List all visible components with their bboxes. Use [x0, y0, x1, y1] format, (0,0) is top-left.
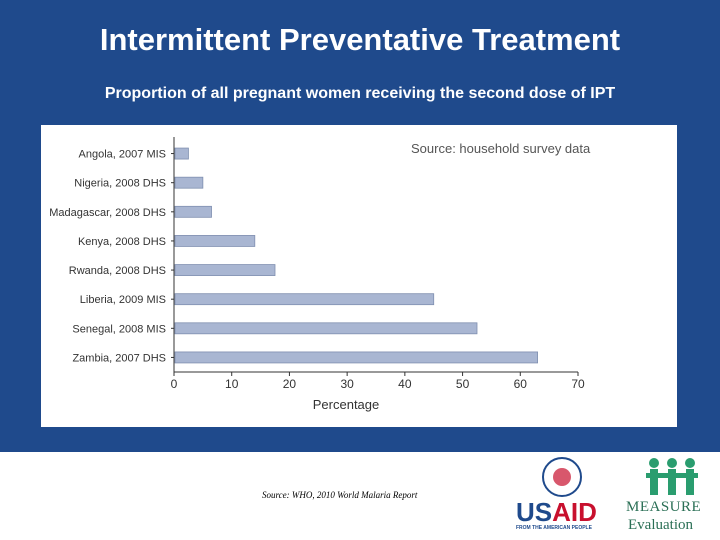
category-label: Kenya, 2008 DHS — [78, 236, 166, 248]
x-tick-label: 20 — [283, 377, 297, 391]
chart-annotation: Source: household survey data — [411, 141, 591, 156]
category-label: Nigeria, 2008 DHS — [74, 178, 166, 190]
x-tick-label: 10 — [225, 377, 239, 391]
bar — [174, 176, 204, 189]
bar — [174, 264, 276, 276]
x-tick-label: 60 — [514, 377, 528, 391]
category-label: Senegal, 2008 MIS — [72, 323, 166, 335]
slide-subtitle: Proportion of all pregnant women receivi… — [104, 85, 616, 102]
usaid-word-left: US — [516, 497, 553, 527]
category-label: Angola, 2007 MIS — [79, 149, 166, 161]
usaid-tagline: FROM THE AMERICAN PEOPLE — [516, 525, 592, 531]
bar — [174, 205, 212, 218]
measure-people-icon — [646, 458, 698, 495]
chart-panel: Angola, 2007 MIS Nigeria, 2008 DHS Madagas… — [41, 125, 677, 427]
x-tick-label: 0 — [171, 377, 178, 391]
bar-chart: Angola, 2007 MIS Nigeria, 2008 DHS Madagas… — [49, 137, 591, 412]
category-label: Zambia, 2007 DHS — [72, 352, 166, 364]
usaid-logo: USAID FROM THE AMERICAN PEOPLE — [512, 455, 612, 535]
bar — [174, 351, 539, 364]
x-axis-title: Percentage — [313, 397, 380, 412]
usaid-seal-icon — [542, 457, 582, 497]
measure-wordmark: MEASURE — [626, 499, 702, 515]
bar — [174, 147, 189, 160]
bar — [174, 293, 435, 306]
x-tick-label: 70 — [571, 377, 585, 391]
usaid-wordmark: USAID — [516, 497, 597, 528]
slide-title: Intermittent Preventative Treatment — [99, 22, 621, 57]
source-note: Source: WHO, 2010 World Malaria Report — [262, 490, 418, 500]
category-label: Madagascar, 2008 DHS — [49, 207, 166, 219]
category-label: Liberia, 2009 MIS — [80, 294, 166, 306]
x-tick-label: 30 — [340, 377, 354, 391]
x-tick-label: 50 — [456, 377, 470, 391]
x-tick-label: 40 — [398, 377, 412, 391]
measure-evaluation-logo: MEASURE Evaluation — [622, 455, 718, 537]
bar — [174, 235, 256, 247]
measure-subtitle: Evaluation — [628, 517, 693, 533]
usaid-word-right: AID — [552, 497, 597, 527]
category-label: Rwanda, 2008 DHS — [69, 265, 166, 277]
bar — [174, 322, 478, 335]
